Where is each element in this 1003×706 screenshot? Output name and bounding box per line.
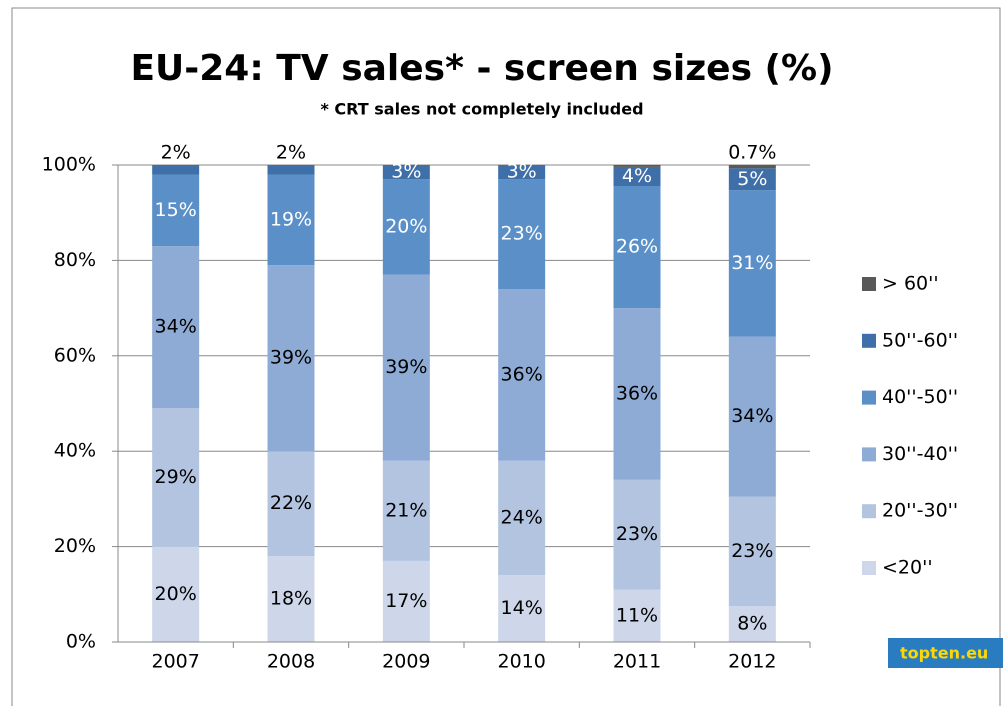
bar-segment — [267, 556, 315, 642]
x-tick-label: 2007 — [151, 651, 199, 673]
y-tick-label: 40% — [54, 440, 96, 462]
data-label: 19% — [270, 208, 312, 230]
data-label: 14% — [501, 597, 543, 619]
bar-segment — [728, 190, 776, 337]
data-label: 36% — [616, 382, 658, 404]
y-tick-label: 100% — [42, 154, 96, 176]
legend-label: 40''-50'' — [882, 386, 958, 408]
bar-segment — [728, 606, 776, 642]
legend-label: 30''-40'' — [882, 443, 958, 465]
x-tick-label: 2008 — [267, 651, 315, 673]
bar-segment — [498, 575, 546, 642]
data-label: 21% — [385, 499, 427, 521]
data-label: 20% — [385, 216, 427, 238]
data-label: 31% — [731, 252, 773, 274]
bar-segment — [728, 165, 776, 169]
bar-segment — [613, 185, 661, 309]
chart-title: EU-24: TV sales* - screen sizes (%) — [130, 48, 833, 89]
bar-segment — [613, 308, 661, 480]
bar-segment — [267, 165, 315, 175]
data-label: 39% — [270, 347, 312, 369]
y-tick-label: 0% — [66, 631, 96, 653]
x-tick-label: 2011 — [613, 651, 661, 673]
logo-box — [888, 638, 1003, 668]
bar-segment — [728, 168, 776, 191]
chart-subtitle: * CRT sales not completely included — [320, 100, 643, 119]
legend-swatch — [862, 561, 876, 575]
bar-segment — [382, 460, 430, 561]
bar-segment — [498, 179, 546, 290]
bar-segment — [613, 589, 661, 642]
legend-label: <20'' — [882, 557, 933, 579]
bar-segment — [152, 546, 200, 642]
data-label: 24% — [501, 506, 543, 528]
bar-segment — [382, 179, 430, 275]
data-label: 2% — [161, 142, 191, 164]
y-tick-label: 60% — [54, 344, 96, 366]
legend-label: > 60'' — [882, 273, 939, 295]
data-label: 36% — [501, 363, 543, 385]
x-tick-label: 2010 — [497, 651, 545, 673]
data-label: 26% — [616, 236, 658, 258]
data-label: 4% — [622, 165, 652, 187]
legend-swatch — [862, 277, 876, 291]
legend-swatch — [862, 333, 876, 348]
bar-segment — [613, 166, 661, 186]
legend-label: 20''-30'' — [882, 500, 958, 522]
bar-segment — [728, 496, 776, 607]
bar-segment — [498, 289, 546, 461]
bar-segment — [267, 451, 315, 557]
legend-swatch — [862, 504, 876, 519]
data-label: 39% — [385, 356, 427, 378]
data-label: 22% — [270, 492, 312, 514]
bar-segment — [498, 165, 546, 180]
legend-label: 50''-60'' — [882, 329, 958, 351]
x-tick-label: 2012 — [728, 651, 776, 673]
bar-segment — [613, 165, 661, 167]
bar-segment — [498, 460, 546, 576]
x-tick-label: 2009 — [382, 651, 430, 673]
data-label: 0.7% — [728, 142, 776, 164]
bar-segment — [152, 246, 200, 409]
data-label: 34% — [731, 405, 773, 427]
data-label: 20% — [155, 583, 197, 605]
y-tick-label: 80% — [54, 249, 96, 271]
logo: topten.eu — [900, 644, 988, 663]
bar-segment — [267, 174, 315, 266]
data-label: 23% — [616, 523, 658, 545]
bar-segment — [152, 165, 200, 175]
bar-segment — [728, 336, 776, 497]
data-label: 34% — [155, 316, 197, 338]
bar-segment — [152, 408, 200, 547]
data-label: 15% — [155, 199, 197, 221]
data-label: 29% — [155, 466, 197, 488]
bar-segment — [382, 165, 430, 180]
data-label: 23% — [731, 540, 773, 562]
y-tick-label: 20% — [54, 535, 96, 557]
data-label: 11% — [616, 604, 658, 626]
data-label: 8% — [737, 613, 767, 635]
data-label: 17% — [385, 590, 427, 612]
data-label: 23% — [501, 223, 543, 245]
bar-segment — [382, 560, 430, 642]
data-label: 18% — [270, 588, 312, 610]
data-label: 3% — [391, 161, 421, 183]
legend-swatch — [862, 447, 876, 462]
bar-segment — [267, 265, 315, 452]
legend-swatch — [862, 390, 876, 405]
bar-segment — [152, 174, 200, 247]
data-label: 2% — [276, 142, 306, 164]
bar-segment — [613, 479, 661, 590]
data-label: 3% — [507, 161, 537, 183]
data-label: 5% — [737, 168, 767, 190]
bar-segment — [382, 274, 430, 461]
